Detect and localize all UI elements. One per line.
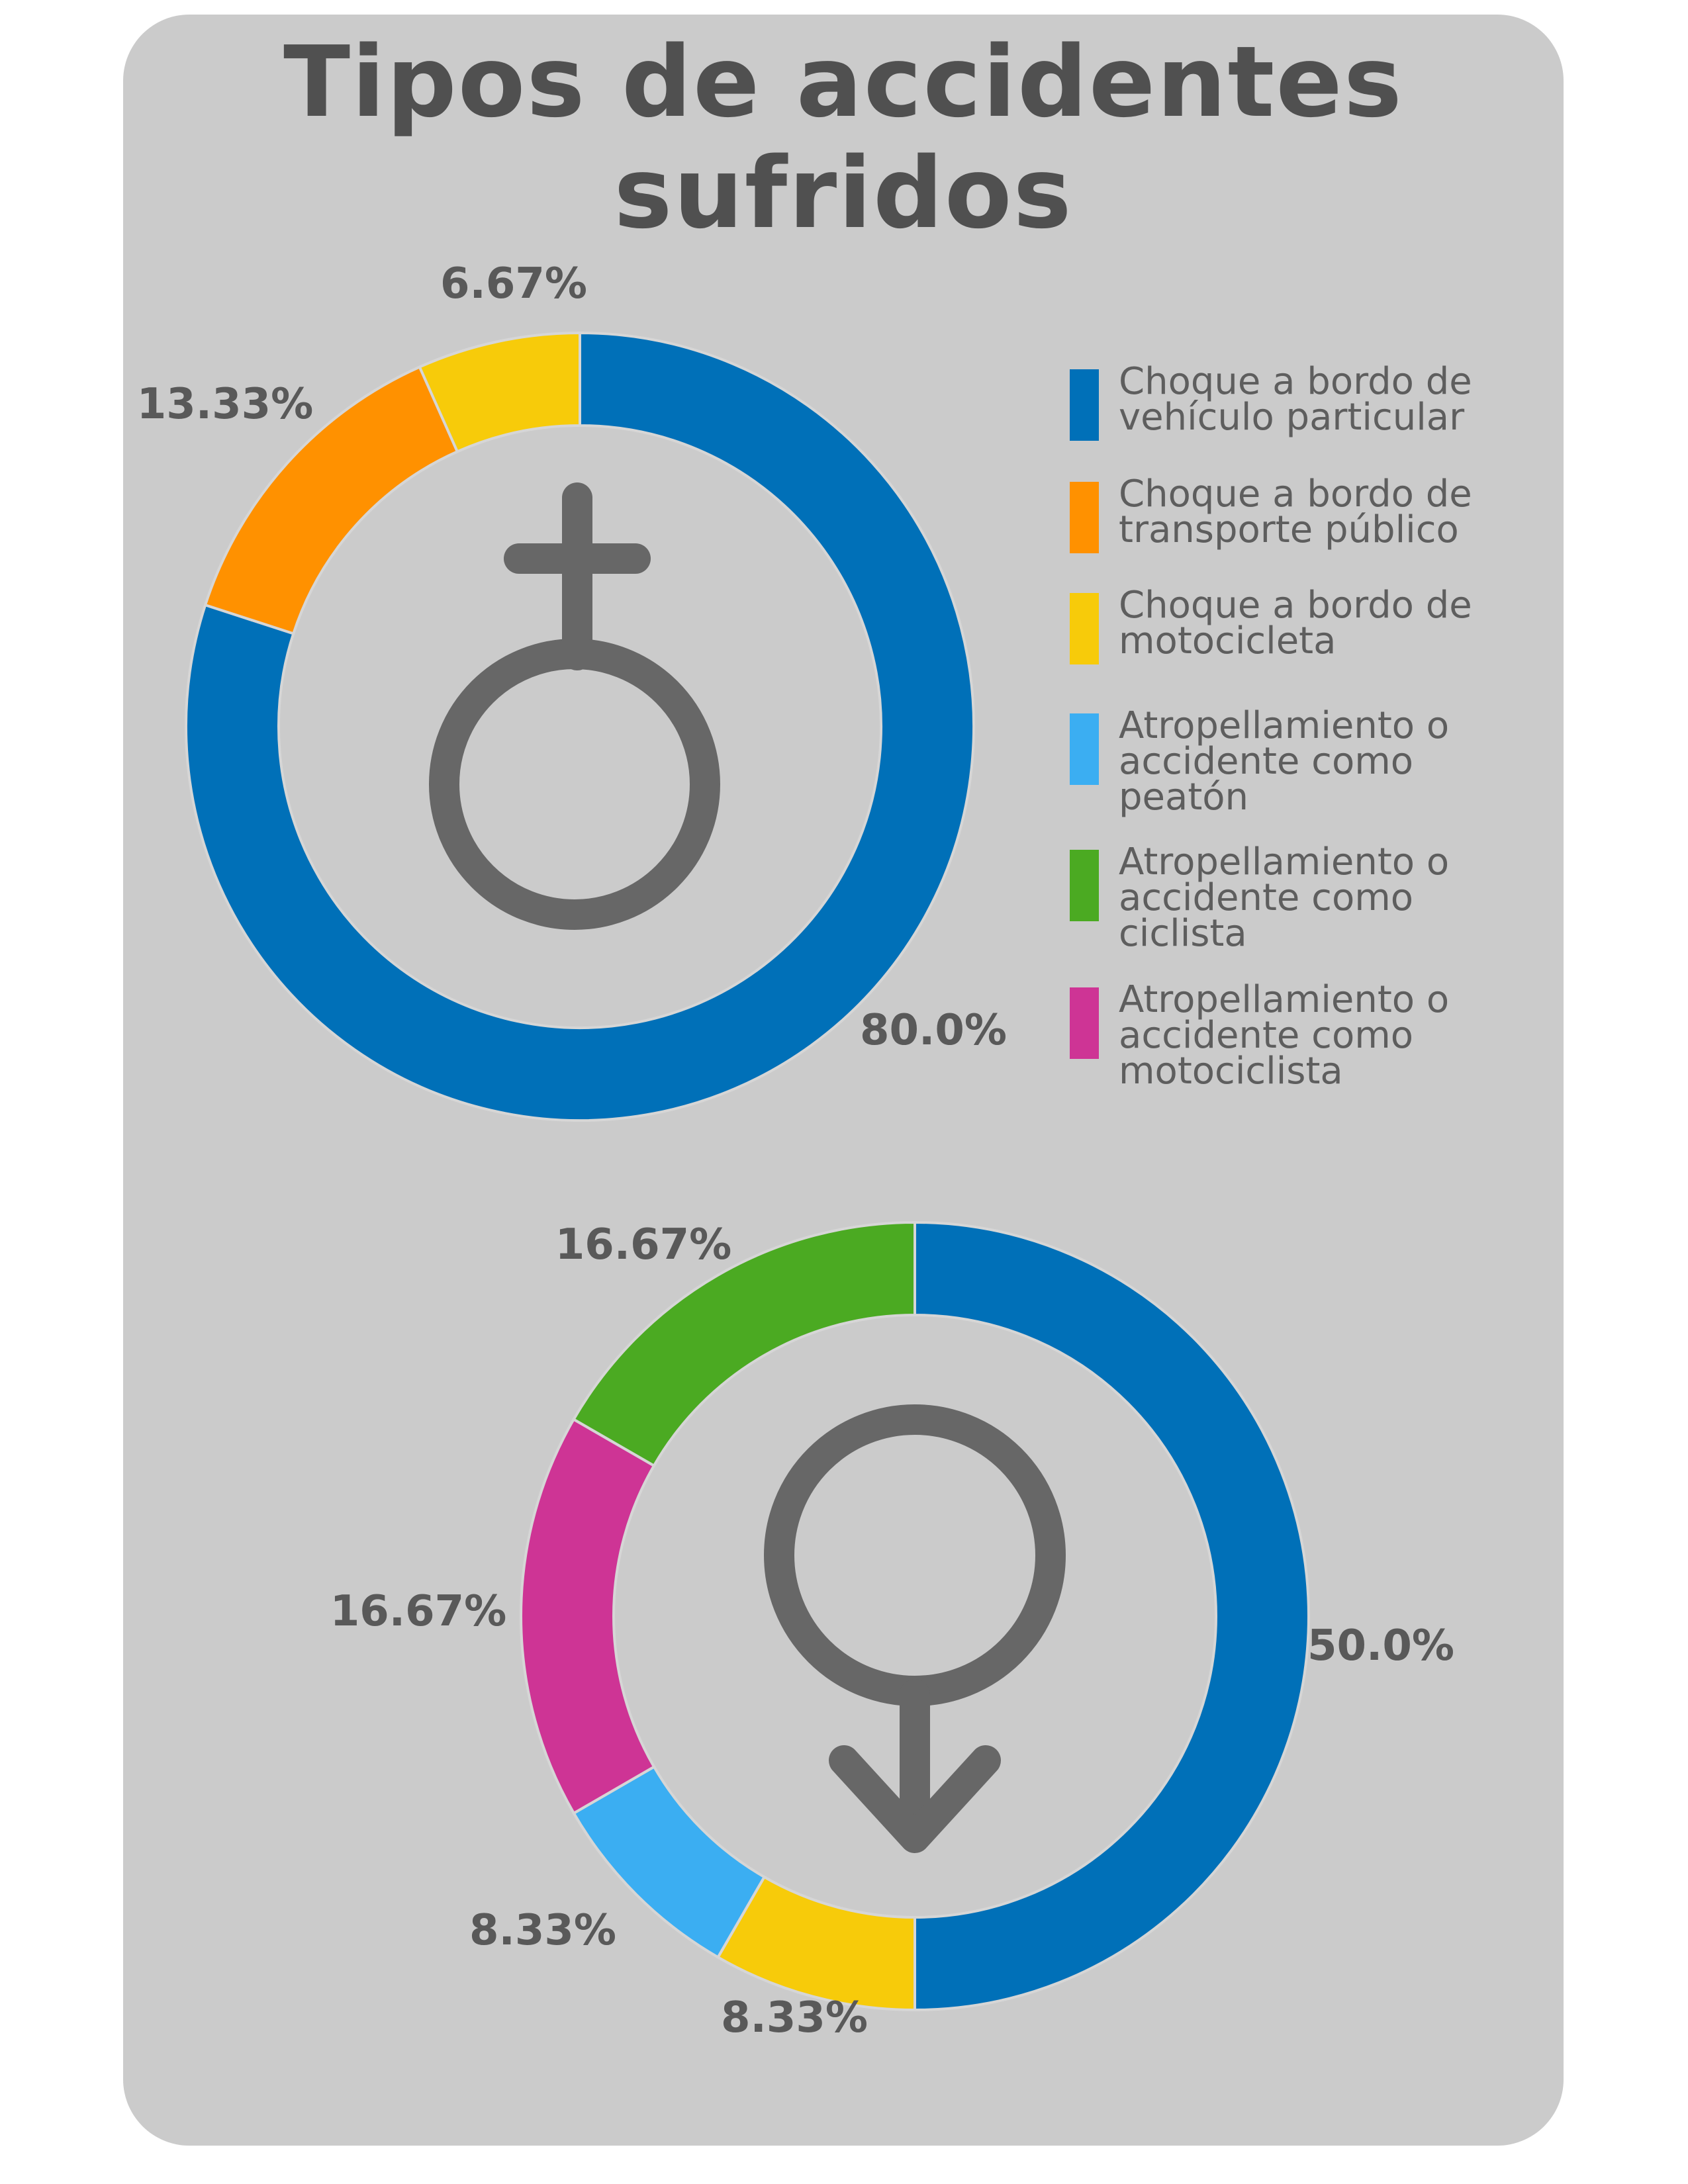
data-label: 50.0% — [1307, 1621, 1454, 1670]
data-label: 16.67% — [555, 1220, 732, 1269]
title-line-2: sufridos — [614, 136, 1073, 250]
legend-label: Atropellamiento o accidente como peatón — [1119, 704, 1450, 819]
page-title: Tipos de accidentes sufridos — [123, 26, 1564, 249]
legend-label: Atropellamiento o accidente como motocic… — [1119, 978, 1450, 1093]
female-symbol-icon — [429, 482, 720, 930]
legend-swatch — [1070, 987, 1099, 1059]
legend-swatch — [1070, 593, 1099, 664]
legend-label: Atropellamiento o accidente como ciclist… — [1119, 841, 1450, 955]
donut-slice-atropellamiento-o-accidente-como-ciclista — [571, 1220, 916, 1468]
donut-slice-choque-a-bordo-de-motocicleta — [418, 331, 581, 454]
data-label: 8.33% — [469, 1906, 616, 1955]
donut-slice-choque-a-bordo-de-vehiculo-particular — [914, 1220, 1310, 2012]
legend-label: Choque a bordo de motocicleta — [1119, 584, 1472, 662]
data-label: 13.33% — [137, 380, 314, 429]
data-label: 8.33% — [721, 1993, 868, 2042]
male-symbol-icon — [764, 1404, 1066, 1853]
female-donut-chart: 80.0% 13.33% 6.67% — [137, 259, 1007, 1122]
donut-slice-atropellamiento-o-accidente-como-motociclista — [520, 1417, 656, 1815]
title-line-1: Tipos de accidentes — [283, 25, 1403, 139]
legend-swatch — [1070, 369, 1099, 441]
infographic-card — [123, 15, 1564, 2146]
male-donut-chart: 50.0% 8.33% 8.33% 16.67% 16.67% — [330, 1220, 1454, 2042]
legend-swatch — [1070, 850, 1099, 921]
legend-label: Choque a bordo de vehículo particular — [1119, 360, 1472, 439]
donut-slice-choque-a-bordo-de-vehiculo-particular — [185, 331, 975, 1122]
legend-swatch — [1070, 482, 1099, 553]
legend-swatch — [1070, 713, 1099, 785]
data-label: 6.67% — [440, 259, 587, 308]
legend-label: Choque a bordo de transporte público — [1119, 473, 1472, 551]
data-label: 80.0% — [860, 1006, 1007, 1055]
data-label: 16.67% — [330, 1587, 507, 1636]
